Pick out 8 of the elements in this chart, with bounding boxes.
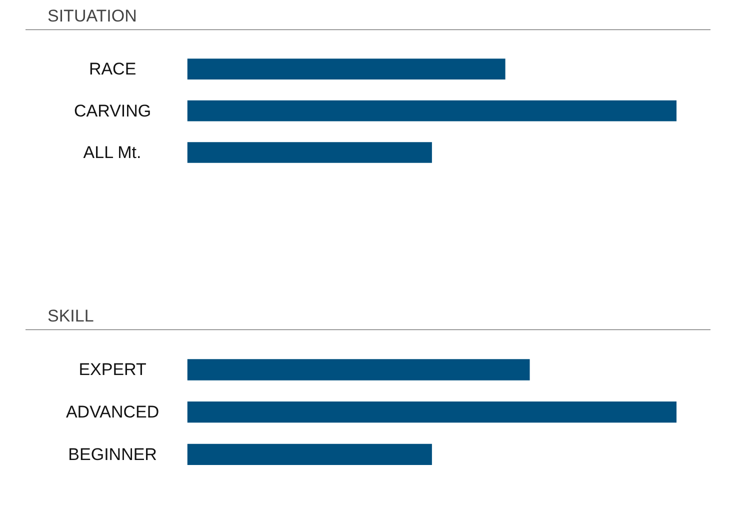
y-tick-label: RACE <box>88 60 136 79</box>
chart-title: SKILL <box>48 306 94 326</box>
y-tick-label: EXPERT <box>78 360 146 380</box>
chart-title: SITUATION <box>48 6 137 26</box>
y-tick-label: BEGINNER <box>68 444 157 464</box>
y-tick-label: CARVING <box>74 101 152 120</box>
y-tick-label: ADVANCED <box>66 402 160 422</box>
y-tick-label: ALL Mt. <box>83 142 142 162</box>
